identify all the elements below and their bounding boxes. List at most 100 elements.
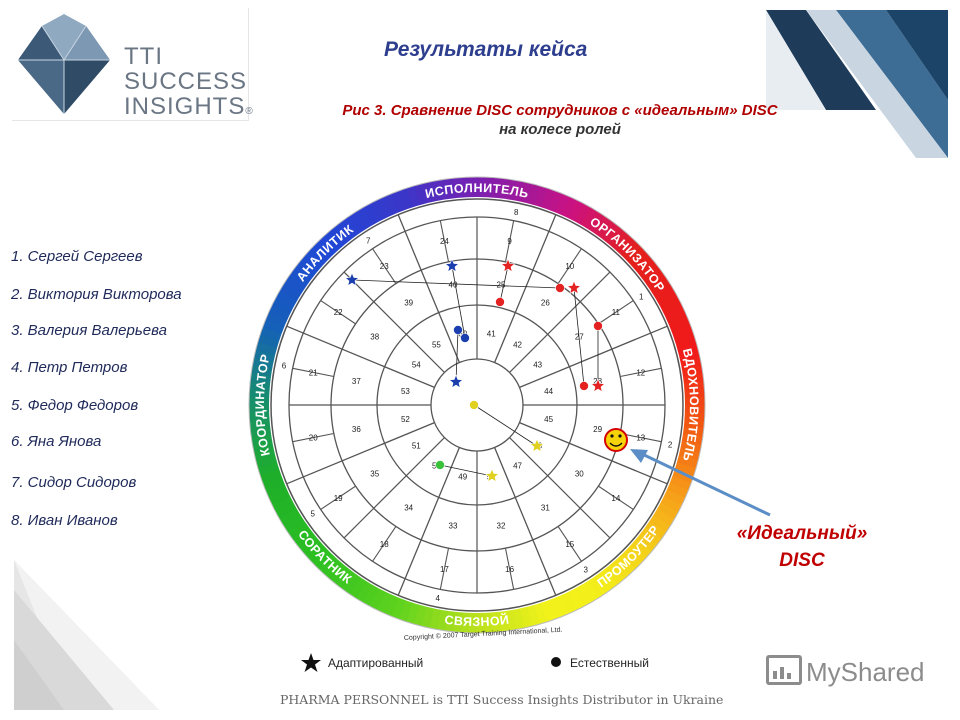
watermark-chart-icon	[766, 655, 802, 685]
color-segment	[484, 177, 495, 200]
color-segment	[413, 602, 428, 627]
employee-item: 6. Яна Янова	[11, 433, 102, 450]
sector-number: 35	[370, 469, 379, 478]
color-segment	[278, 507, 303, 526]
color-segment	[383, 592, 400, 617]
grid-spoke	[397, 214, 460, 363]
sector-number: 32	[497, 522, 506, 531]
sector-number: 29	[593, 425, 602, 434]
color-segment	[580, 207, 599, 231]
sector-number: 9	[507, 237, 512, 246]
color-segment	[572, 583, 591, 607]
color-segment	[302, 251, 325, 273]
color-segment	[445, 178, 457, 202]
color-segment	[296, 530, 320, 552]
adapted-star-icon	[484, 468, 500, 483]
color-segment	[614, 553, 636, 576]
color-segment	[483, 610, 493, 633]
slide-title: Результаты кейса	[384, 38, 588, 61]
adapted-star-icon	[566, 280, 582, 295]
employee-item: 1. Сергей Сергеев	[11, 248, 143, 265]
color-segment	[682, 389, 705, 399]
sector-number: 4	[435, 594, 440, 603]
sector-number: 43	[533, 360, 542, 369]
color-segment	[260, 325, 284, 342]
ideal-smiley-icon	[604, 428, 628, 452]
color-segment	[573, 203, 593, 228]
color-segment	[336, 219, 357, 243]
color-segment	[591, 571, 612, 595]
color-segment	[469, 177, 479, 200]
color-segment	[287, 519, 311, 540]
color-segment	[490, 609, 501, 633]
color-segment	[643, 270, 667, 291]
grid-spoke	[320, 485, 356, 510]
employee-item: 3. Валерия Валерьева	[11, 322, 167, 339]
natural-dot-icon	[469, 400, 479, 410]
color-segment	[547, 190, 564, 215]
color-segment	[317, 552, 340, 575]
star-icon	[301, 653, 321, 672]
color-segment	[533, 185, 549, 210]
color-segment	[567, 200, 586, 224]
color-segment	[428, 606, 442, 630]
grid-spoke	[343, 271, 445, 373]
color-segment	[348, 575, 368, 599]
color-segment	[420, 604, 435, 629]
color-segment	[363, 203, 382, 227]
color-segment	[586, 211, 606, 235]
logo-line-tti: TTI	[124, 43, 163, 70]
sector-number: 19	[334, 494, 343, 503]
grid-spoke	[504, 548, 515, 590]
sector-number: 13	[636, 434, 645, 443]
ideal-disc-label-line-1: «Идеальный»	[736, 523, 868, 544]
color-segment	[603, 225, 625, 248]
color-segment	[526, 183, 541, 208]
color-segment	[634, 531, 657, 553]
sector-number: 40	[449, 280, 458, 289]
color-segment	[369, 199, 388, 224]
color-segment	[255, 453, 279, 468]
sector-number: 33	[449, 522, 458, 531]
color-segment	[312, 547, 334, 570]
color-segment	[585, 575, 605, 599]
sector-number: 44	[544, 387, 553, 396]
color-segment	[678, 440, 702, 454]
employee-markers	[344, 258, 628, 483]
sector-number: 45	[544, 415, 553, 424]
grid-spoke	[292, 432, 334, 443]
color-segment	[638, 526, 662, 547]
sector-number: 12	[636, 368, 645, 377]
color-segment	[553, 593, 570, 617]
registered-mark: ®	[245, 106, 254, 117]
color-segment	[406, 185, 422, 210]
color-segment	[598, 220, 619, 244]
role-label: СВЯЗНОЙ	[444, 612, 510, 629]
color-segment	[257, 460, 282, 476]
color-segment	[519, 181, 534, 206]
color-segment	[672, 334, 697, 350]
color-segment	[292, 263, 316, 284]
color-segment	[559, 590, 577, 614]
sector-number: 54	[412, 360, 421, 369]
color-segment	[375, 589, 394, 614]
color-segment	[608, 558, 630, 581]
grid-spoke	[519, 325, 668, 388]
color-segment	[312, 240, 335, 262]
grid-spoke	[372, 248, 397, 284]
sector-number: 15	[565, 540, 574, 549]
color-segment	[682, 412, 705, 423]
caption-line-2: на колесе ролей	[499, 121, 621, 138]
color-segment	[283, 513, 307, 533]
color-segment	[655, 291, 679, 310]
color-segment	[682, 405, 705, 415]
color-segment	[667, 319, 692, 336]
color-segment	[662, 305, 686, 323]
color-segment	[602, 562, 624, 586]
employee-item: 2. Виктория Викторова	[11, 286, 182, 303]
legend-adapted: Адаптированный	[328, 656, 423, 670]
logo-line-insights: INSIGHTS	[124, 93, 246, 120]
sector-number: 52	[401, 415, 410, 424]
color-segment	[665, 312, 689, 329]
sector-number: 10	[565, 262, 574, 271]
